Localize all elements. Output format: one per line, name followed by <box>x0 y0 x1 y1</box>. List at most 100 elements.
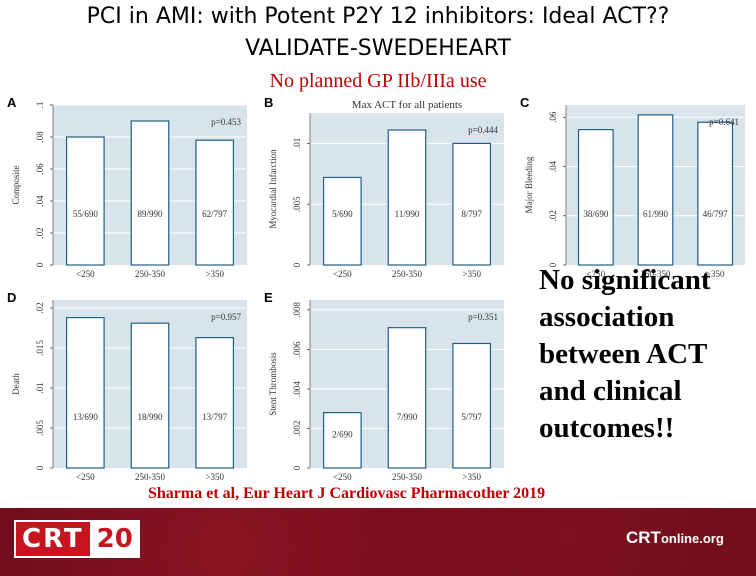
bar <box>130 120 170 266</box>
bar <box>452 142 492 266</box>
crt-logo-text: CRT <box>14 520 92 558</box>
crt-logo-number: 20 <box>91 520 140 558</box>
bar-count-label: 61/990 <box>643 209 669 219</box>
p-value-label: p=0.957 <box>211 312 241 322</box>
conclusion-line: No significant <box>539 264 711 296</box>
bar-count-label: 13/797 <box>202 412 228 422</box>
conclusion-line: outcomes!! <box>539 412 675 444</box>
bar <box>452 342 492 469</box>
bar <box>130 322 170 469</box>
y-tick-label: .02 <box>35 302 45 313</box>
y-axis-label: Myocardial Infarction <box>268 149 278 229</box>
x-tick-label: >350 <box>462 472 481 482</box>
bar-count-label: 11/990 <box>395 209 420 219</box>
x-tick-label: >350 <box>462 269 481 279</box>
y-tick-label: .015 <box>35 340 45 356</box>
y-tick-label: .04 <box>35 195 45 207</box>
y-tick-label: .04 <box>548 160 558 172</box>
x-tick-label: 250-350 <box>135 269 165 279</box>
y-tick-label: .06 <box>35 163 45 175</box>
y-tick-label: .002 <box>292 421 302 437</box>
y-tick-label: 0 <box>35 262 45 267</box>
bar-count-label: 8/797 <box>461 209 482 219</box>
conclusion-line: association <box>539 301 675 333</box>
bar-count-label: 55/690 <box>73 209 99 219</box>
chart-panel-e: E 0 .002 .004 .006 .008 Stent Thrombosis 2/690 <… <box>264 290 504 482</box>
y-tick-label: .01 <box>35 382 45 393</box>
p-value-label: p=0.351 <box>468 312 498 322</box>
x-tick-label: <250 <box>76 269 95 279</box>
crtonline-logo-online: online <box>660 531 700 546</box>
bar-count-label: 7/990 <box>397 412 418 422</box>
y-tick-label: 0 <box>292 465 302 470</box>
y-axis-label: Composite <box>11 165 21 204</box>
chart-panel-b: B Max ACT for all patients 0 .005 .01 Myocard… <box>264 95 504 279</box>
chart-panel-d: D 0 .005 .01 .015 .02 Death 13/690 <250 18/990 250… <box>7 290 247 482</box>
bar-count-label: 5/690 <box>332 209 353 219</box>
y-tick-label: .01 <box>292 138 302 149</box>
y-axis-label: Death <box>11 373 21 395</box>
conclusion-line: and clinical <box>539 375 682 407</box>
y-tick-label: .008 <box>292 302 302 318</box>
bar-count-label: 46/797 <box>703 209 729 219</box>
x-tick-label: 250-350 <box>392 269 422 279</box>
bar-count-label: 2/690 <box>332 430 353 440</box>
panel-letter: A <box>7 95 17 110</box>
bar <box>697 121 734 266</box>
bar <box>65 317 105 469</box>
y-tick-label: 0 <box>548 262 558 267</box>
x-tick-label: 250-350 <box>392 472 422 482</box>
bar <box>322 412 362 469</box>
y-tick-label: .006 <box>292 341 302 357</box>
y-tick-label: .005 <box>292 196 302 212</box>
y-tick-label: .004 <box>292 381 302 397</box>
bar-count-label: 89/990 <box>137 209 163 219</box>
slide-title-line1: PCI in AMI: with Potent P2Y 12 inhibitor… <box>86 4 670 29</box>
y-tick-label: .1 <box>35 102 45 109</box>
slide-title-line2: VALIDATE-SWEDEHEART <box>245 36 511 61</box>
conclusion-line: between ACT <box>539 338 708 370</box>
crt20-logo: CRT 20 <box>14 520 140 558</box>
y-tick-label: .06 <box>548 111 558 123</box>
bar <box>387 129 427 266</box>
y-tick-label: .02 <box>548 210 558 221</box>
panel-letter: E <box>264 290 273 305</box>
y-tick-label: .02 <box>35 227 45 238</box>
y-axis-label: Major Bleeding <box>524 156 534 213</box>
y-tick-label: .005 <box>35 420 45 436</box>
bar <box>577 129 614 266</box>
bar-count-label: 18/990 <box>137 412 163 422</box>
panel-letter: D <box>7 290 16 305</box>
bar-count-label: 62/797 <box>202 209 228 219</box>
chart-title: Max ACT for all patients <box>352 99 462 111</box>
y-tick-label: .08 <box>35 131 45 143</box>
chart-panel-a: A 0 .02 .04 .06 .08 .1 Composite 55/690 <250 89/99… <box>7 95 247 279</box>
bar <box>195 336 235 469</box>
p-value-label: p=0.444 <box>468 125 498 135</box>
p-value-label: p=0.453 <box>211 117 241 127</box>
crtonline-logo-org: .org <box>699 531 724 546</box>
x-tick-label: <250 <box>333 472 352 482</box>
chart-panel-c: C 0 .02 .04 .06 Major Bleeding 38/690 <250 61/99… <box>520 95 745 279</box>
bar <box>195 139 235 266</box>
footer-banner <box>0 508 756 576</box>
x-tick-label: 250-350 <box>641 269 671 279</box>
x-tick-label: >350 <box>205 269 224 279</box>
crtonline-logo-crt: CRT <box>626 528 661 547</box>
citation: Sharma et al, Eur Heart J Cardiovasc Pha… <box>148 485 546 502</box>
bar-count-label: 5/797 <box>461 412 482 422</box>
p-value-label: p=0.641 <box>709 117 739 127</box>
bar <box>322 176 362 266</box>
x-tick-label: >350 <box>205 472 224 482</box>
panel-letter: C <box>520 95 530 110</box>
x-tick-label: <250 <box>333 269 352 279</box>
y-tick-label: 0 <box>35 465 45 470</box>
bar-count-label: 13/690 <box>73 412 99 422</box>
crtonline-logo[interactable]: CRTonline.org <box>626 528 724 548</box>
x-tick-label: 250-350 <box>135 472 165 482</box>
bar-count-label: 38/690 <box>583 209 609 219</box>
bar <box>387 327 427 469</box>
y-tick-label: 0 <box>292 262 302 267</box>
x-tick-label: <250 <box>587 269 606 279</box>
x-tick-label: >350 <box>706 269 725 279</box>
